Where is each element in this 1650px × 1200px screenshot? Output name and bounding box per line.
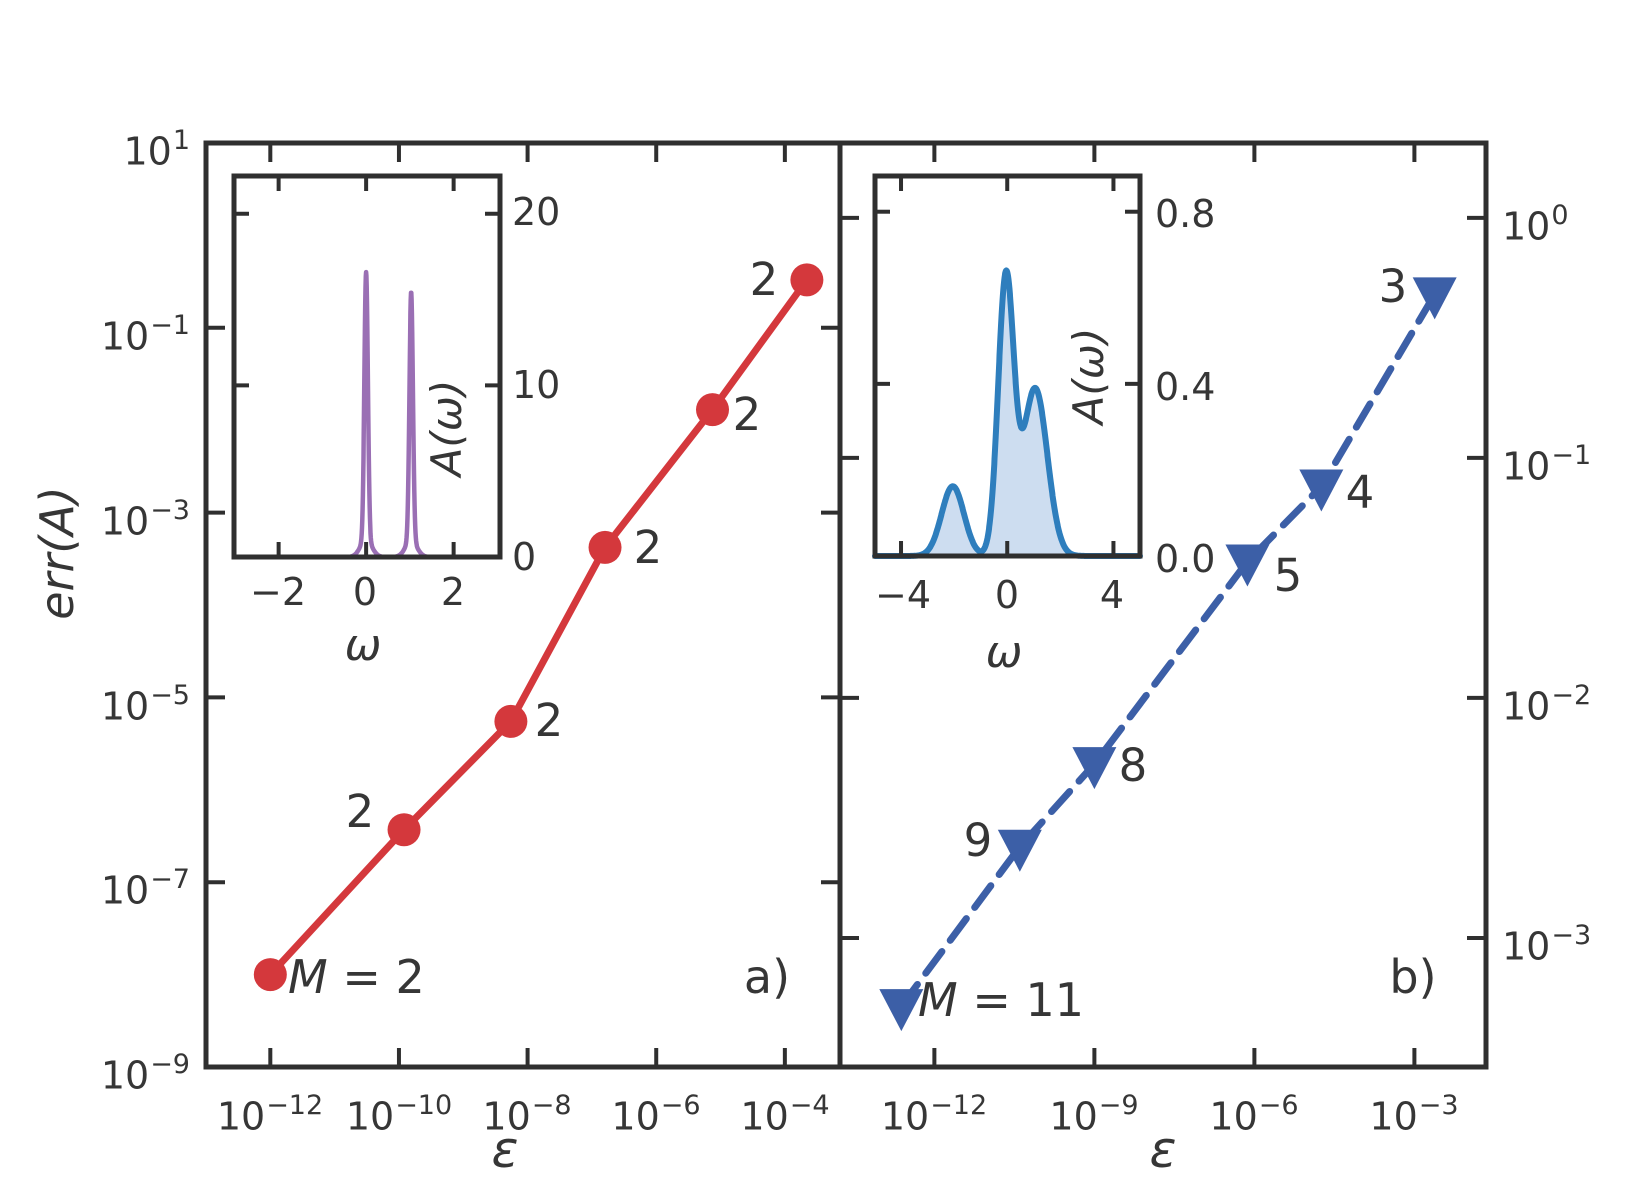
- panel-b-point-label-4: 4: [1345, 466, 1375, 519]
- inset-b-ytick-1: 0.4: [1155, 365, 1216, 409]
- exponent: −3: [1418, 1090, 1459, 1121]
- panel-b-ytick-3: 10−3: [1502, 920, 1592, 969]
- inset-b-xtick-0: −4: [874, 573, 932, 617]
- panel-a-xtick-4: 10−4: [740, 1090, 830, 1139]
- exponent: −6: [660, 1090, 701, 1121]
- inset-a-ytick-0: 0: [512, 535, 537, 579]
- panel-b-ytick-2: 10−2: [1502, 680, 1592, 729]
- panel-a-point-label-3: 2: [633, 521, 663, 574]
- panel-a-xtick-3: 10−6: [611, 1090, 701, 1139]
- exponent: −1: [150, 310, 190, 341]
- exponent: −3: [150, 495, 190, 526]
- panel-b-xtick-2: 10−6: [1209, 1090, 1299, 1139]
- exponent: −4: [789, 1090, 830, 1121]
- panel-a-point-label-5: 2: [749, 253, 779, 306]
- panel-a-ytick-0: 101: [123, 125, 190, 174]
- exponent: −6: [1258, 1090, 1299, 1121]
- marker-layer: [253, 263, 1457, 1032]
- exponent: −2: [1551, 680, 1592, 711]
- panel-b-m-annotation: M = 11: [918, 973, 1085, 1027]
- panel-a-ytick-1: 10−1: [100, 310, 190, 359]
- inset-b-xtick-2: 4: [1099, 573, 1125, 617]
- panel-a-xtick-1: 10−10: [345, 1090, 453, 1139]
- exponent: 1: [172, 125, 190, 156]
- panel-a-ytick-5: 10−9: [100, 1049, 190, 1098]
- tick-mark-layer: [208, 141, 1484, 1069]
- exponent: −12: [930, 1090, 988, 1121]
- panel-b-ytick-1: 10−1: [1502, 440, 1592, 489]
- inset-a-ytick-2: 20: [512, 190, 561, 234]
- panel-b-xtick-3: 10−3: [1369, 1090, 1459, 1139]
- axes-frame-layer: [203, 140, 1489, 1070]
- exponent: −12: [266, 1090, 324, 1121]
- curve-layer: [231, 267, 1439, 1010]
- exponent: −3: [1551, 920, 1592, 951]
- inset-b-xlabel: ω: [985, 627, 1023, 678]
- panel-b-point-label-2: 8: [1118, 739, 1148, 792]
- inset-a-xtick-1: 0: [352, 570, 378, 614]
- panel-a-ylabel: err(A): [30, 486, 84, 620]
- inset-b-xtick-1: 0: [994, 573, 1020, 617]
- panel-a-xtick-0: 10−12: [216, 1090, 324, 1139]
- panel-b-ytick-0: 100: [1502, 200, 1569, 249]
- panel-a-point-label-2: 2: [534, 694, 564, 747]
- panel-a-ytick-2: 10−3: [100, 495, 190, 544]
- exponent: −5: [150, 680, 190, 711]
- panel-a-letter: a): [743, 950, 791, 1004]
- exponent: −10: [395, 1090, 453, 1121]
- inset-b-ytick-0: 0.0: [1155, 537, 1216, 581]
- inset-a-xlabel: ω: [344, 620, 382, 671]
- exponent: −7: [150, 864, 190, 895]
- panel-b-xtick-0: 10−12: [880, 1090, 988, 1139]
- inset-b-ytick-2: 0.8: [1155, 192, 1216, 236]
- exponent: −8: [531, 1090, 572, 1121]
- panel-b-point-label-1: 9: [963, 814, 993, 867]
- panel-b-point-label-5: 3: [1378, 260, 1408, 313]
- panel-a-ytick-4: 10−7: [100, 864, 190, 913]
- exponent: −9: [150, 1049, 190, 1080]
- inset-fill-layer: [875, 270, 1140, 556]
- inset-a-ylabel: A(ω): [422, 379, 471, 477]
- panel-a-xlabel: ε: [491, 1121, 519, 1179]
- panel-a-xtick-2: 10−8: [482, 1090, 572, 1139]
- panel-b-xtick-1: 10−9: [1049, 1090, 1139, 1139]
- panel-a-point-label-4: 2: [732, 388, 762, 441]
- panel-a-point-label-1: 2: [345, 785, 375, 838]
- inset-a-xtick-2: 2: [440, 570, 466, 614]
- inset-a-ytick-1: 10: [512, 363, 561, 407]
- panel-b-point-label-3: 5: [1273, 549, 1303, 602]
- exponent: −1: [1551, 440, 1592, 471]
- inset-a-xtick-0: −2: [249, 570, 307, 614]
- exponent: 0: [1551, 200, 1569, 231]
- panel-a-m-annotation: M = 2: [288, 950, 425, 1004]
- panel-b-letter: b): [1389, 950, 1437, 1004]
- exponent: −9: [1098, 1090, 1139, 1121]
- panel-b-xlabel: ε: [1149, 1121, 1177, 1179]
- inset-b-ylabel: A(ω): [1064, 327, 1113, 425]
- panel-a-ytick-3: 10−5: [100, 680, 190, 729]
